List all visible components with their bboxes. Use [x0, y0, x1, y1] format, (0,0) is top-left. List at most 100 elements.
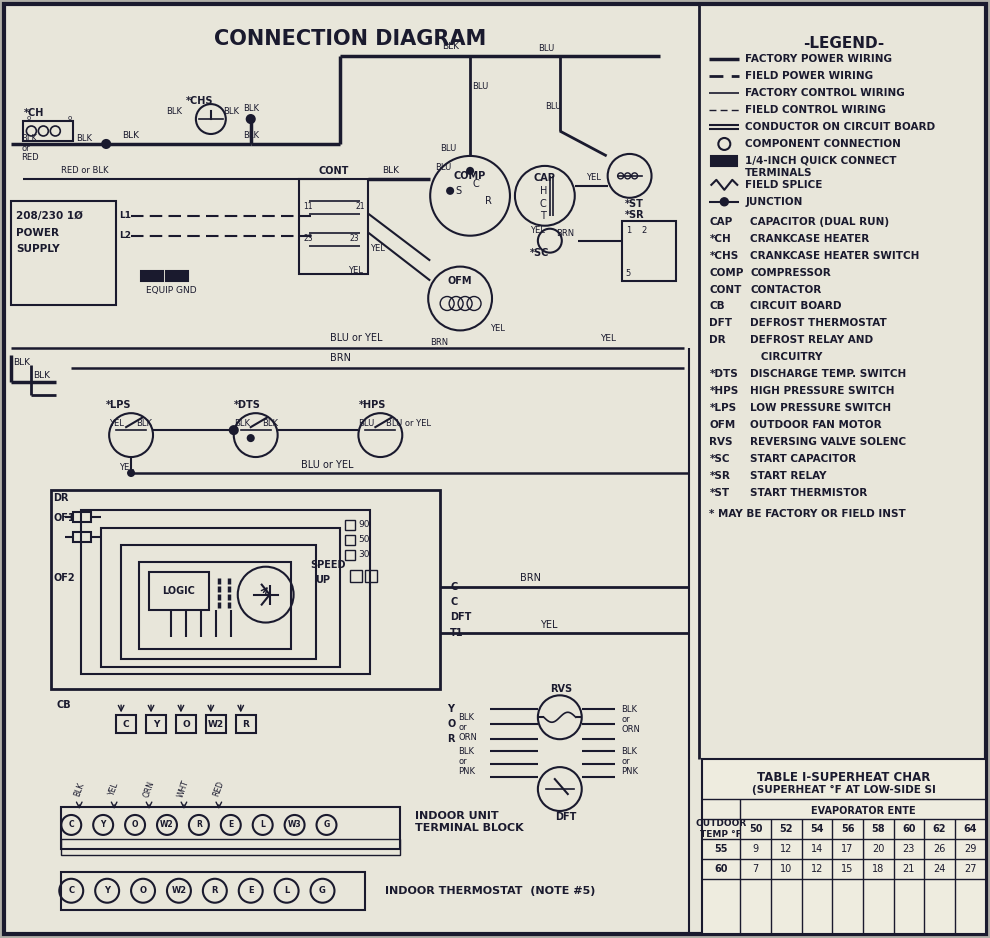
Text: C: C	[450, 582, 457, 592]
Text: BLK: BLK	[261, 418, 277, 428]
Bar	[346, 535, 355, 545]
Text: BLK: BLK	[243, 103, 258, 113]
Text: REVERSING VALVE SOLENC: REVERSING VALVE SOLENC	[750, 437, 907, 447]
Text: *SC: *SC	[710, 454, 730, 464]
Text: L1: L1	[119, 211, 131, 220]
Text: or: or	[622, 757, 631, 765]
Text: BRN: BRN	[520, 573, 541, 582]
Text: BLK: BLK	[243, 131, 258, 141]
Text: 7: 7	[752, 864, 758, 874]
Text: L2: L2	[119, 231, 131, 240]
Text: *ST: *ST	[625, 199, 644, 209]
Text: 17: 17	[842, 844, 853, 854]
Text: YEL: YEL	[530, 226, 544, 235]
Text: L: L	[260, 821, 265, 829]
Text: 9: 9	[752, 844, 758, 854]
Text: OUTDOOR
TEMP °F: OUTDOOR TEMP °F	[696, 819, 746, 839]
Text: YEL: YEL	[108, 781, 121, 797]
Bar	[116, 716, 136, 734]
Text: BLK: BLK	[223, 107, 239, 115]
Text: HIGH PRESSURE SWITCH: HIGH PRESSURE SWITCH	[750, 386, 895, 396]
Text: YEL: YEL	[586, 174, 601, 182]
Text: R: R	[196, 821, 202, 829]
Text: 2: 2	[642, 226, 646, 235]
Text: JUNCTION: JUNCTION	[745, 197, 803, 206]
Text: YEL: YEL	[119, 462, 134, 472]
Text: o: o	[27, 115, 31, 121]
Text: 23: 23	[349, 234, 359, 243]
Text: COMPRESSOR: COMPRESSOR	[750, 267, 831, 278]
Text: DFT: DFT	[450, 612, 471, 622]
Text: CONT: CONT	[319, 166, 348, 176]
Text: EVAPORATOR ENTE: EVAPORATOR ENTE	[811, 806, 915, 816]
Text: O: O	[447, 719, 455, 729]
Text: EQUIP GND: EQUIP GND	[147, 286, 197, 295]
Text: 10: 10	[780, 864, 792, 874]
Text: CB: CB	[710, 301, 725, 311]
Text: G: G	[319, 886, 326, 895]
Text: *LPS: *LPS	[106, 401, 132, 410]
Text: RED: RED	[212, 780, 226, 798]
Text: 5: 5	[626, 269, 631, 278]
Text: COMP: COMP	[710, 267, 743, 278]
Text: BLU: BLU	[544, 101, 561, 111]
Text: R: R	[212, 886, 218, 895]
Text: *ST: *ST	[710, 488, 730, 498]
Bar	[101, 528, 341, 668]
Circle shape	[721, 198, 729, 205]
Text: DISCHARGE TEMP. SWITCH: DISCHARGE TEMP. SWITCH	[750, 370, 907, 379]
Text: BLU or YEL: BLU or YEL	[301, 460, 353, 470]
Text: Y: Y	[447, 704, 454, 714]
Text: OUTDOOR FAN MOTOR: OUTDOOR FAN MOTOR	[750, 420, 882, 431]
Text: YEL: YEL	[109, 418, 124, 428]
Text: BLU: BLU	[472, 82, 488, 91]
Bar	[236, 716, 255, 734]
Text: W3: W3	[288, 821, 301, 829]
Text: 18: 18	[872, 864, 884, 874]
Text: 58: 58	[871, 824, 885, 834]
Text: START THERMISTOR: START THERMISTOR	[750, 488, 867, 498]
Text: UP: UP	[316, 575, 331, 584]
Text: BLU or YEL: BLU or YEL	[386, 418, 432, 428]
Bar	[147, 716, 166, 734]
Text: O: O	[140, 886, 147, 895]
Text: CONT: CONT	[710, 284, 742, 295]
Text: 60: 60	[902, 824, 916, 834]
Text: 20: 20	[872, 844, 884, 854]
Text: *DTS: *DTS	[710, 370, 739, 379]
Text: BLK: BLK	[622, 747, 638, 756]
Bar	[61, 839, 400, 855]
Bar	[206, 716, 226, 734]
Bar	[24, 121, 73, 141]
Text: BLK: BLK	[22, 134, 38, 144]
Text: RED or BLK: RED or BLK	[61, 166, 109, 175]
Text: C: C	[68, 821, 74, 829]
Text: 12: 12	[780, 844, 792, 854]
Text: 1: 1	[626, 226, 631, 235]
Text: BLU: BLU	[538, 44, 554, 53]
Text: BLK: BLK	[14, 357, 31, 367]
Text: DR: DR	[710, 336, 726, 345]
Text: 27: 27	[964, 864, 976, 874]
Text: C: C	[450, 597, 457, 607]
Text: ORN: ORN	[142, 779, 156, 798]
Bar	[73, 532, 91, 542]
Text: DFT: DFT	[554, 812, 576, 822]
Text: BLU: BLU	[436, 163, 451, 173]
Text: COMPONENT CONNECTION: COMPONENT CONNECTION	[745, 139, 901, 149]
Text: C: C	[540, 199, 546, 209]
Text: LOGIC: LOGIC	[162, 585, 195, 596]
Bar	[346, 520, 355, 530]
Text: -LEGEND-: -LEGEND-	[803, 37, 885, 52]
Text: DR: DR	[53, 492, 69, 503]
Text: OF2: OF2	[53, 573, 75, 582]
Bar	[51, 490, 441, 689]
Text: CIRCUIT BOARD: CIRCUIT BOARD	[750, 301, 841, 311]
Text: E: E	[228, 821, 234, 829]
Text: BRN: BRN	[555, 229, 574, 238]
Bar	[81, 510, 370, 674]
Text: R: R	[447, 734, 454, 744]
Bar	[12, 201, 116, 306]
Text: O: O	[132, 821, 139, 829]
Text: FIELD POWER WIRING: FIELD POWER WIRING	[745, 71, 873, 82]
